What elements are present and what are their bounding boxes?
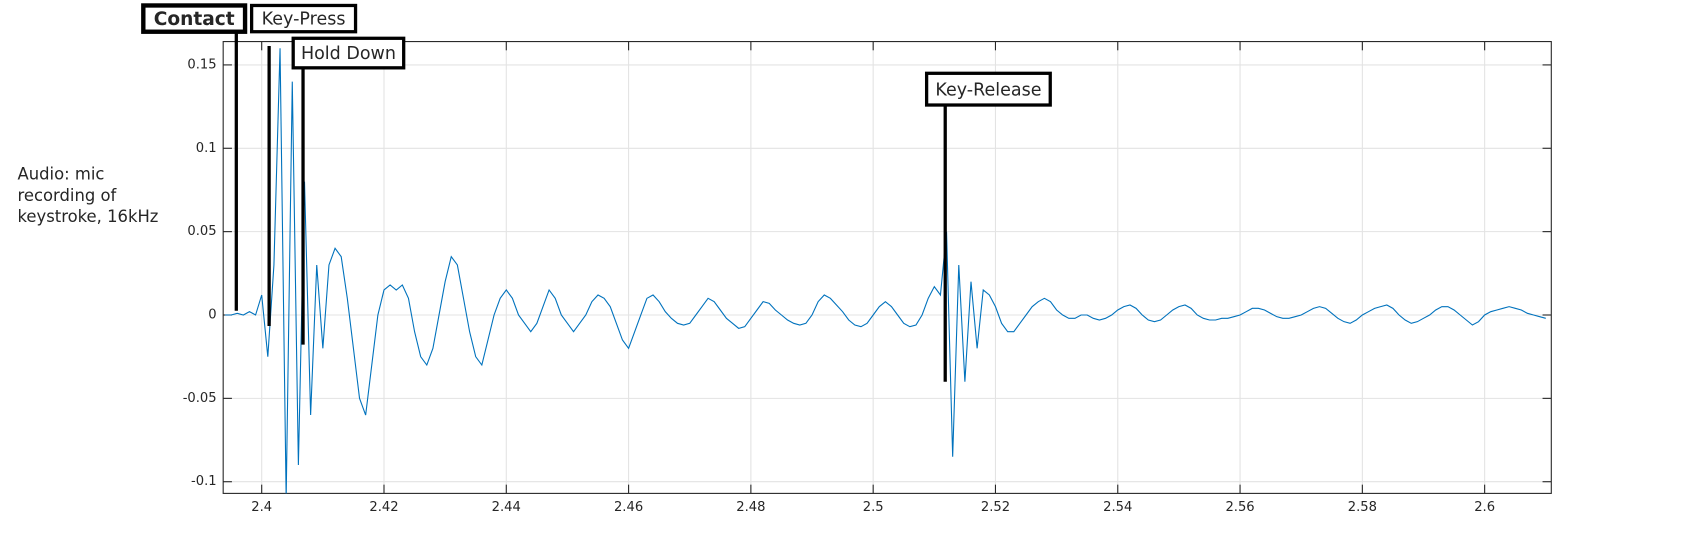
- axes-box: [222, 41, 1552, 494]
- callout-box: [249, 3, 358, 34]
- x-tick-label: 2.52: [981, 500, 1010, 515]
- plot-area: [223, 41, 1552, 494]
- callout-label: Key-Release: [935, 80, 1041, 100]
- callout-box: [924, 71, 1052, 107]
- x-tick-label: 2.4: [251, 500, 272, 515]
- y-axis-label: keystroke, 16kHz: [18, 207, 159, 226]
- y-tick-label: 0.05: [187, 224, 216, 239]
- y-axis-label: recording of: [18, 186, 118, 205]
- y-tick-label: 0: [208, 307, 216, 322]
- callout-label: Hold Down: [301, 44, 396, 64]
- y-tick-label: -0.1: [191, 474, 217, 489]
- callout-box: [291, 36, 406, 70]
- y-tick-label: 0.1: [196, 141, 217, 156]
- x-tick-label: 2.46: [614, 500, 643, 515]
- callout-label: Key-Press: [262, 10, 346, 30]
- x-tick-label: 2.44: [492, 500, 521, 515]
- x-tick-label: 2.54: [1103, 500, 1132, 515]
- x-tick-label: 2.58: [1348, 500, 1377, 515]
- x-tick-label: 2.48: [736, 500, 765, 515]
- x-tick-label: 2.42: [369, 500, 398, 515]
- callout-box: [141, 3, 248, 34]
- x-tick-label: 2.5: [863, 500, 884, 515]
- y-axis-label: Audio: mic: [18, 165, 105, 184]
- x-tick-label: 2.6: [1474, 500, 1495, 515]
- callout-label: Contact: [154, 9, 235, 30]
- y-tick-label: 0.15: [187, 57, 216, 72]
- waveform: [225, 48, 1546, 494]
- x-tick-label: 2.56: [1225, 500, 1254, 515]
- y-tick-label: -0.05: [183, 391, 217, 406]
